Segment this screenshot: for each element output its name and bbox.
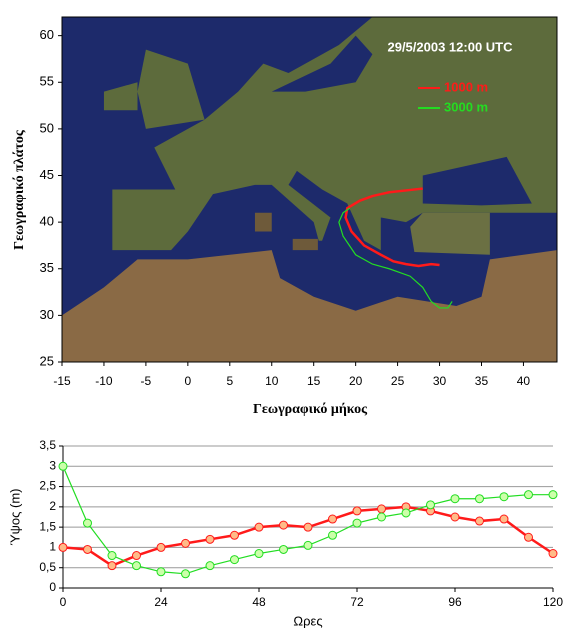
land (254, 212, 272, 232)
x-tick-label: 48 (252, 595, 266, 609)
point (58, 461, 68, 471)
y-tick-label: 40 (40, 214, 54, 229)
point (132, 551, 141, 561)
point (230, 530, 239, 540)
x-tick-label: 0 (185, 374, 192, 388)
x-tick-label: 15 (307, 374, 321, 388)
annotation: 29/5/2003 12:00 UTC (387, 39, 513, 54)
land (271, 35, 373, 92)
point (328, 530, 337, 540)
y-tick-label: 0 (49, 580, 56, 594)
x-tick-label: 120 (543, 595, 563, 609)
point (83, 518, 92, 528)
point (181, 538, 190, 548)
land (103, 82, 138, 111)
x-tick-label: -5 (141, 374, 152, 388)
x-tick-label: 0 (60, 595, 67, 609)
legend-label: 3000 m (444, 99, 488, 114)
legend-label: 1000 m (444, 79, 488, 94)
point (499, 492, 509, 502)
point (328, 514, 337, 524)
point (205, 561, 215, 571)
x-tick-label: 10 (265, 374, 279, 388)
point (524, 532, 533, 542)
map-background (62, 17, 557, 362)
point (352, 506, 362, 516)
point (279, 544, 288, 554)
x-tick-label: 24 (154, 595, 168, 609)
point (426, 500, 435, 510)
point (475, 494, 484, 504)
point (377, 512, 386, 522)
point (548, 490, 558, 500)
point (58, 542, 68, 552)
y-tick-label: 30 (40, 307, 54, 322)
land (137, 49, 205, 129)
y-tick-label: 35 (40, 260, 54, 275)
point (303, 540, 313, 550)
x-axis-label: Ωρες (293, 613, 322, 628)
y-axis-label: Γεωγραφικό πλάτος (12, 129, 27, 250)
x-tick-label: 5 (226, 374, 233, 388)
point (254, 522, 264, 532)
y-tick-label: 55 (40, 74, 54, 89)
y-tick-label: 25 (40, 353, 54, 368)
x-tick-label: 72 (350, 595, 364, 609)
y-tick-label: 0,5 (39, 560, 56, 574)
point (499, 514, 509, 524)
land (410, 212, 490, 255)
point (254, 549, 264, 559)
x-tick-label: 25 (391, 374, 405, 388)
plot-frame (61, 16, 558, 363)
y-tick-label: 1,5 (39, 519, 56, 533)
y-tick-label: 50 (40, 120, 54, 135)
point (524, 490, 533, 500)
point (205, 534, 215, 544)
point (107, 561, 117, 571)
x-axis-label: Γεωγραφικό μήκος (253, 402, 368, 417)
y-tick-label: 1 (49, 540, 56, 554)
point (279, 520, 288, 530)
y-axis-label: Ύψος (m) (7, 489, 22, 546)
x-tick-label: 20 (349, 374, 363, 388)
point (401, 508, 411, 518)
y-tick-label: 60 (40, 27, 54, 42)
x-tick-label: 35 (475, 374, 489, 388)
trajectory (344, 187, 440, 268)
point (450, 512, 460, 522)
x-tick-label: -10 (95, 374, 113, 388)
land (422, 156, 532, 206)
x-tick-label: 96 (448, 595, 462, 609)
point (156, 567, 166, 577)
point (156, 542, 166, 552)
y-tick-label: 3 (49, 458, 56, 472)
x-tick-label: 40 (517, 374, 531, 388)
point (132, 561, 141, 571)
y-tick-label: 2,5 (39, 479, 56, 493)
land (62, 250, 557, 362)
point (181, 569, 190, 579)
point (303, 522, 313, 532)
y-tick-label: 2 (49, 499, 56, 513)
land (292, 238, 318, 251)
point (83, 544, 92, 554)
point (450, 494, 460, 504)
point (230, 555, 239, 565)
x-tick-label: -15 (53, 374, 71, 388)
point (548, 549, 558, 559)
point (352, 518, 362, 528)
y-tick-label: 45 (40, 167, 54, 182)
x-tick-label: 30 (433, 374, 447, 388)
point (377, 504, 386, 514)
point (475, 516, 484, 526)
point (107, 551, 117, 561)
y-tick-label: 3,5 (39, 438, 56, 452)
trajectory (338, 207, 453, 309)
